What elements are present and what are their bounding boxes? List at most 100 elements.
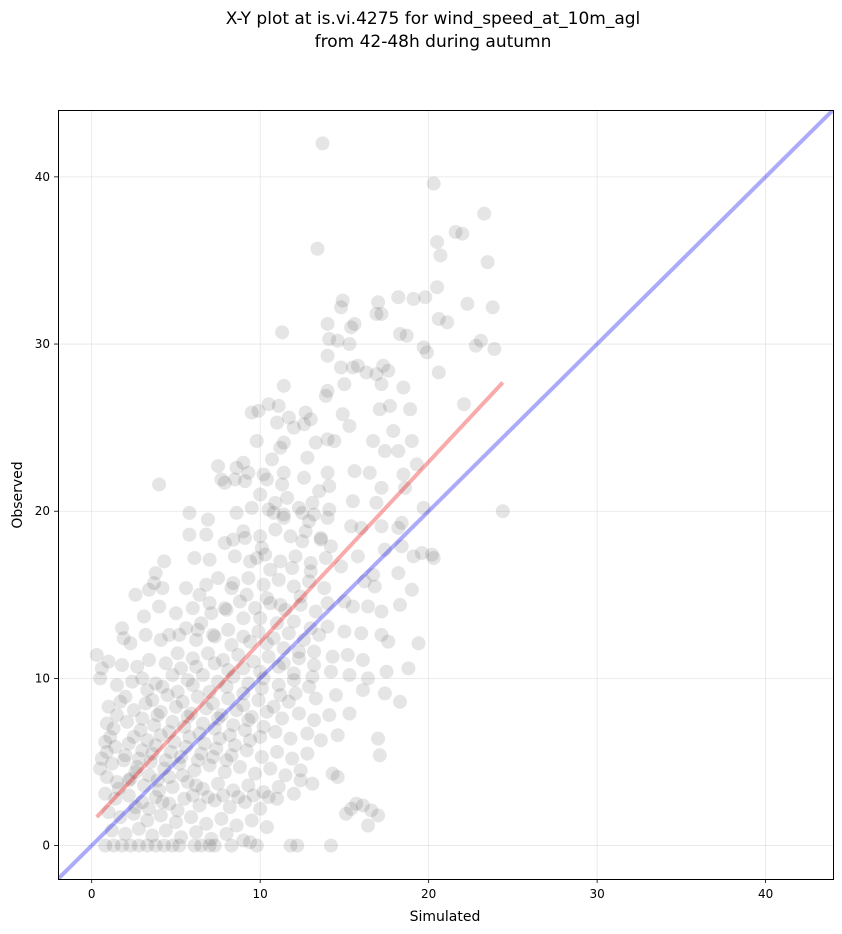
data-point (391, 566, 406, 581)
data-point (207, 629, 222, 644)
data-point (313, 530, 328, 545)
data-point (180, 775, 195, 790)
data-point (115, 621, 130, 636)
data-point (248, 601, 263, 616)
data-point (268, 495, 283, 510)
data-point (209, 741, 224, 756)
data-point (374, 519, 389, 534)
data-point (99, 716, 114, 731)
data-point (148, 738, 163, 753)
data-point (281, 410, 296, 425)
data-point (273, 554, 288, 569)
data-point (202, 684, 217, 699)
data-point (275, 325, 290, 340)
data-point (89, 647, 104, 662)
data-point (189, 659, 204, 674)
data-point (147, 718, 162, 733)
data-point (261, 397, 276, 412)
data-point (239, 587, 254, 602)
data-point (266, 631, 281, 646)
data-point (396, 467, 411, 482)
data-point (126, 806, 141, 821)
data-point (179, 581, 194, 596)
reference-line-1to1 (58, 110, 833, 879)
data-point (211, 674, 226, 689)
data-point (426, 176, 441, 191)
data-point (291, 500, 306, 515)
data-point (123, 838, 138, 853)
data-point (192, 587, 207, 602)
data-point (455, 226, 470, 241)
data-point (101, 805, 116, 820)
data-point (249, 838, 264, 853)
data-point (98, 734, 113, 749)
axes: 0 10 20 30 40 0 10 20 30 40 (35, 170, 774, 901)
data-point (113, 810, 128, 825)
data-point (236, 833, 251, 848)
data-point (328, 688, 343, 703)
data-point (99, 770, 114, 785)
data-point (150, 773, 165, 788)
data-point (182, 527, 197, 542)
data-point (308, 691, 323, 706)
data-point (431, 311, 446, 326)
data-point (162, 796, 177, 811)
data-point (276, 656, 291, 671)
data-point (202, 552, 217, 567)
data-point (286, 579, 301, 594)
data-point (379, 664, 394, 679)
data-point (236, 611, 251, 626)
data-point (165, 668, 180, 683)
data-point (197, 736, 212, 751)
data-point (244, 500, 259, 515)
data-point (327, 434, 342, 449)
data-point (216, 788, 231, 803)
data-point (411, 636, 426, 651)
data-point (256, 577, 271, 592)
data-point (305, 776, 320, 791)
data-point (312, 484, 327, 499)
data-point (217, 475, 232, 490)
data-point (335, 407, 350, 422)
data-point (416, 500, 431, 515)
data-point (323, 539, 338, 554)
data-point (184, 810, 199, 825)
data-point (401, 661, 416, 676)
data-point (253, 611, 268, 626)
data-point (477, 206, 492, 221)
data-point (238, 723, 253, 738)
data-point (133, 723, 148, 738)
data-point (182, 729, 197, 744)
data-point (155, 679, 170, 694)
data-point (276, 378, 291, 393)
data-point (322, 332, 337, 347)
data-point (371, 295, 386, 310)
data-point (158, 823, 173, 838)
data-point (199, 527, 214, 542)
data-point (206, 749, 220, 764)
data-point (118, 748, 133, 763)
data-point (369, 306, 384, 321)
data-point (202, 758, 217, 773)
data-point (337, 624, 352, 639)
data-point (177, 791, 192, 806)
data-point (303, 621, 318, 636)
data-point (293, 763, 308, 778)
data-point (148, 790, 163, 805)
data-point (355, 798, 370, 813)
data-point (295, 505, 310, 520)
data-point (153, 632, 168, 647)
data-point (276, 465, 291, 480)
data-point (276, 510, 291, 525)
data-point (293, 597, 308, 612)
data-point (251, 624, 266, 639)
data-point (244, 405, 259, 420)
data-point (307, 713, 322, 728)
data-point (128, 765, 143, 780)
data-point (254, 540, 269, 555)
data-point (318, 551, 333, 566)
data-point (219, 679, 234, 694)
data-point (256, 785, 271, 800)
data-point (393, 597, 408, 612)
data-point (377, 444, 392, 459)
